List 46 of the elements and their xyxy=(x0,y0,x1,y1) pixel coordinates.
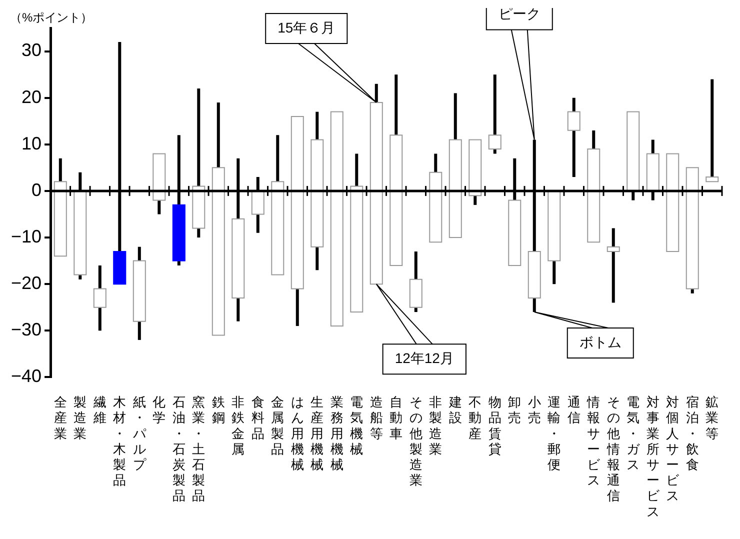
y-tick-label: −10 xyxy=(10,226,42,246)
x-tick-label: 鉄鋼 xyxy=(212,394,225,426)
annotation: 12年12月 xyxy=(394,350,454,366)
annotation: ボトム xyxy=(579,334,622,350)
x-tick-label: 生産用機械 xyxy=(310,394,324,472)
annotation: 15年６月 xyxy=(278,19,336,36)
x-tick-label: その他製造業 xyxy=(409,394,422,488)
x-tick-label: 非製造業 xyxy=(429,394,442,456)
x-tick-label: 業務用機械 xyxy=(330,394,344,472)
x-tick-label: 食料品 xyxy=(251,394,264,441)
x-tick-label: 情報サービス xyxy=(586,394,602,488)
y-tick-label: 0 xyxy=(32,180,42,200)
y-tick-label: −30 xyxy=(10,320,42,340)
x-tick-label: 卸売 xyxy=(508,394,522,426)
x-tick-label: 物品賃貸 xyxy=(488,394,502,456)
x-tick-label: 非鉄金属 xyxy=(232,394,245,456)
x-tick-label: 製造業 xyxy=(74,394,87,441)
x-tick-label: 対事業所サービス xyxy=(646,394,660,519)
x-tick-label: 鉱業等 xyxy=(706,394,719,441)
y-tick-label: 20 xyxy=(22,86,42,107)
x-tick-label: 全産業 xyxy=(54,394,67,441)
x-tick-label: はん用機械 xyxy=(290,394,304,472)
y-tick-label: 10 xyxy=(22,133,42,154)
x-tick-label: その他情報通信 xyxy=(606,394,620,504)
x-tick-label: 紙・パルプ xyxy=(132,394,147,472)
x-tick-label: 通信 xyxy=(567,394,580,426)
x-tick-label: 小売 xyxy=(528,394,541,426)
x-tick-label: 木材・木製品 xyxy=(112,394,126,488)
y-tick-label: −40 xyxy=(10,366,42,386)
x-tick-label: 対個人サービス xyxy=(666,394,680,504)
y-tick-label: −20 xyxy=(10,273,42,294)
x-tick-label: 金属製品 xyxy=(271,394,284,456)
x-tick-label: 不動産 xyxy=(468,394,482,441)
y-tick-label: 30 xyxy=(22,40,42,60)
x-tick-label: 化学 xyxy=(152,394,166,426)
x-tick-label: 建設 xyxy=(448,394,462,426)
x-tick-label: 窯業・土石製品 xyxy=(192,394,206,504)
x-tick-label: 自動車 xyxy=(390,394,403,441)
x-tick-label: 宿泊・飲食 xyxy=(686,394,699,472)
x-tick-label: 石油・石炭製品 xyxy=(172,394,186,504)
x-tick-label: 電気機械 xyxy=(350,394,364,456)
x-tick-label: 電気・ガス xyxy=(626,394,641,472)
x-tick-label: 繊維 xyxy=(92,394,106,426)
y-axis-title: （%ポイント） xyxy=(10,10,93,24)
x-tick-label: 運輸・郵便 xyxy=(548,394,561,472)
x-tick-label: 造船等 xyxy=(370,394,383,441)
